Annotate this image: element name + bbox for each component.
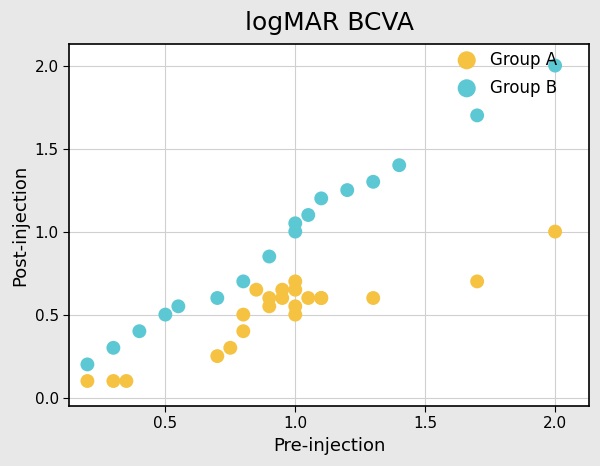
Group B: [368, 178, 378, 185]
Y-axis label: Post-injection: Post-injection: [11, 164, 29, 286]
Group B: [212, 294, 222, 302]
Group A: [316, 294, 326, 302]
Group B: [265, 253, 274, 260]
Group B: [239, 278, 248, 285]
X-axis label: Pre-injection: Pre-injection: [273, 437, 385, 455]
Group A: [277, 294, 287, 302]
Group B: [343, 186, 352, 194]
Group B: [83, 361, 92, 368]
Legend: Group A, Group B: Group A, Group B: [443, 44, 564, 103]
Group A: [212, 352, 222, 360]
Group A: [265, 302, 274, 310]
Group A: [277, 286, 287, 294]
Group B: [550, 62, 560, 69]
Group B: [394, 161, 404, 169]
Group A: [290, 286, 300, 294]
Title: logMAR BCVA: logMAR BCVA: [245, 11, 413, 35]
Group A: [239, 328, 248, 335]
Group B: [316, 195, 326, 202]
Group B: [109, 344, 118, 351]
Group A: [122, 377, 131, 385]
Group A: [472, 278, 482, 285]
Group A: [304, 294, 313, 302]
Group A: [550, 228, 560, 235]
Group A: [109, 377, 118, 385]
Group A: [251, 286, 261, 294]
Group A: [290, 302, 300, 310]
Group A: [265, 294, 274, 302]
Group B: [304, 211, 313, 219]
Group A: [226, 344, 235, 351]
Group A: [83, 377, 92, 385]
Group B: [134, 328, 144, 335]
Group A: [239, 311, 248, 318]
Group A: [316, 294, 326, 302]
Group A: [290, 278, 300, 285]
Group B: [290, 228, 300, 235]
Group B: [290, 219, 300, 227]
Group A: [368, 294, 378, 302]
Group B: [173, 302, 183, 310]
Group A: [290, 311, 300, 318]
Group B: [161, 311, 170, 318]
Group B: [472, 112, 482, 119]
